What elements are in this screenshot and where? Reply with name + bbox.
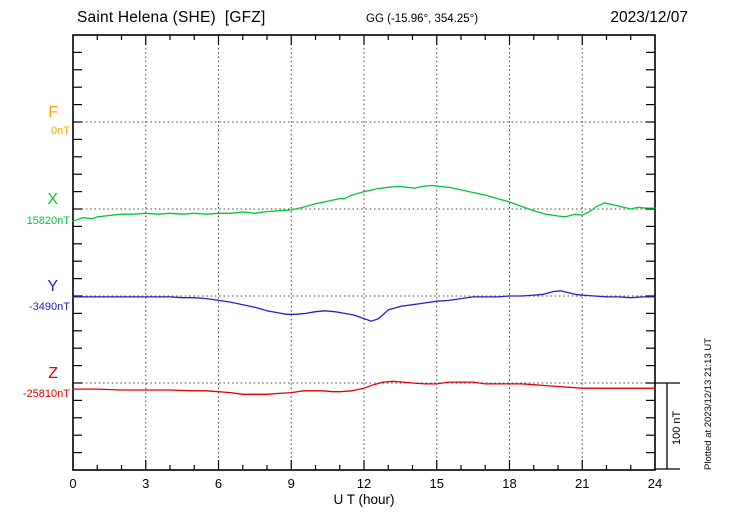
series-label-x: X xyxy=(47,191,58,208)
series-label-z: Z xyxy=(48,365,58,382)
x-tick-label: 24 xyxy=(647,476,663,491)
series-baseline-z: -25810nT xyxy=(22,388,70,400)
x-tick-label: 0 xyxy=(69,476,77,491)
plot-date: 2023/12/07 xyxy=(610,9,688,26)
series-baseline-y: -3490nT xyxy=(29,301,70,313)
gg-coordinates: GG (-15.96°, 354.25°) xyxy=(366,13,479,25)
scale-bar-label: 100 nT xyxy=(671,410,683,445)
plotted-at-note: Plotted at 2023/12/13 21:13 UT xyxy=(703,337,714,470)
series-baseline-f: 0nT xyxy=(51,125,70,137)
series-label-f: F xyxy=(48,104,58,121)
x-axis-label: U T (hour) xyxy=(333,492,395,507)
x-tick-label: 15 xyxy=(429,476,444,491)
x-tick-label: 6 xyxy=(214,476,223,491)
x-tick-label: 12 xyxy=(356,476,372,491)
x-tick-label: 18 xyxy=(502,476,517,491)
plot-title: Saint Helena (SHE) [GFZ] xyxy=(77,9,266,26)
series-label-y: Y xyxy=(47,278,58,295)
x-tick-label: 21 xyxy=(575,476,590,491)
x-tick-label: 3 xyxy=(142,476,150,491)
x-tick-label: 9 xyxy=(287,476,295,491)
series-baseline-x: 15820nT xyxy=(26,215,70,227)
